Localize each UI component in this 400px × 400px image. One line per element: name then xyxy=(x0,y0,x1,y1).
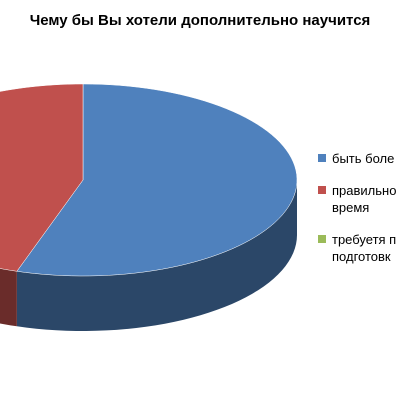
legend-label: быть боле xyxy=(332,151,395,166)
legend-swatch xyxy=(318,235,326,243)
slice-side xyxy=(0,268,17,327)
slice xyxy=(0,83,84,272)
legend-swatch xyxy=(318,154,326,162)
legend-item: правильно время xyxy=(318,182,400,216)
slice-side xyxy=(16,180,298,331)
legend-label: правильно время xyxy=(332,183,397,215)
legend-swatch xyxy=(318,186,326,194)
legend-item: требуетя п подготовк xyxy=(318,231,400,265)
chart-title: Чему бы Вы хотели дополнительно научится xyxy=(29,12,371,29)
slice xyxy=(16,83,298,277)
legend-item: быть боле xyxy=(318,150,400,167)
legend: быть боле правильно время требуетя п подго… xyxy=(318,150,400,280)
legend-label: требуетя п подготовк xyxy=(332,232,397,264)
